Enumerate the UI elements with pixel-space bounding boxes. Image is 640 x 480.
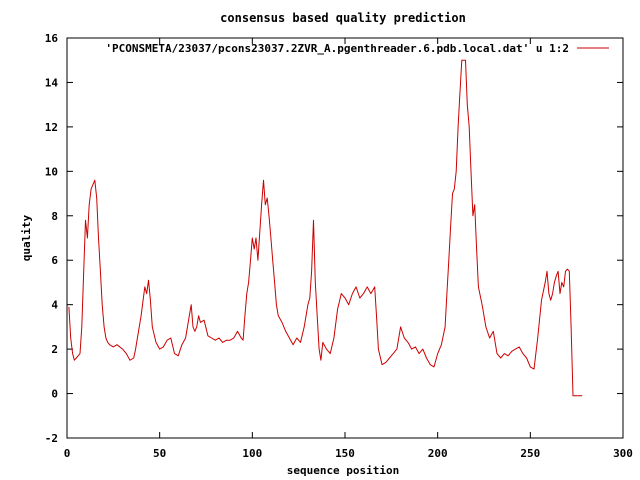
x-axis: 0 50 100 150 200 250 300 [64,38,633,460]
plot-frame [66,37,624,439]
x-tick-label: 50 [153,447,166,460]
x-tick-label: 100 [242,447,262,460]
y-tick-label: -2 [45,432,58,445]
legend-label: 'PCONSMETA/23037/pcons23037.2ZVR_A.pgent… [105,42,569,55]
y-tick-label: 8 [51,210,58,223]
y-tick-label: 12 [45,121,58,134]
y-axis-label: quality [20,214,33,261]
x-tick-label: 200 [428,447,448,460]
series-line [68,59,583,397]
x-tick-label: 300 [613,447,633,460]
x-tick-label: 150 [335,447,355,460]
x-axis-label: sequence position [287,464,400,477]
y-tick-label: 2 [51,343,58,356]
x-tick-label: 0 [64,447,71,460]
legend: 'PCONSMETA/23037/pcons23037.2ZVR_A.pgent… [105,42,609,55]
chart-title: consensus based quality prediction [220,11,466,25]
y-tick-label: 6 [51,254,58,267]
y-tick-label: 14 [45,76,59,89]
y-tick-label: 4 [51,299,58,312]
y-tick-label: 10 [45,165,58,178]
y-axis: -2 0 2 4 6 8 10 12 14 16 [45,32,623,445]
y-tick-label: 0 [51,388,58,401]
x-tick-label: 250 [520,447,540,460]
y-tick-label: 16 [45,32,59,45]
